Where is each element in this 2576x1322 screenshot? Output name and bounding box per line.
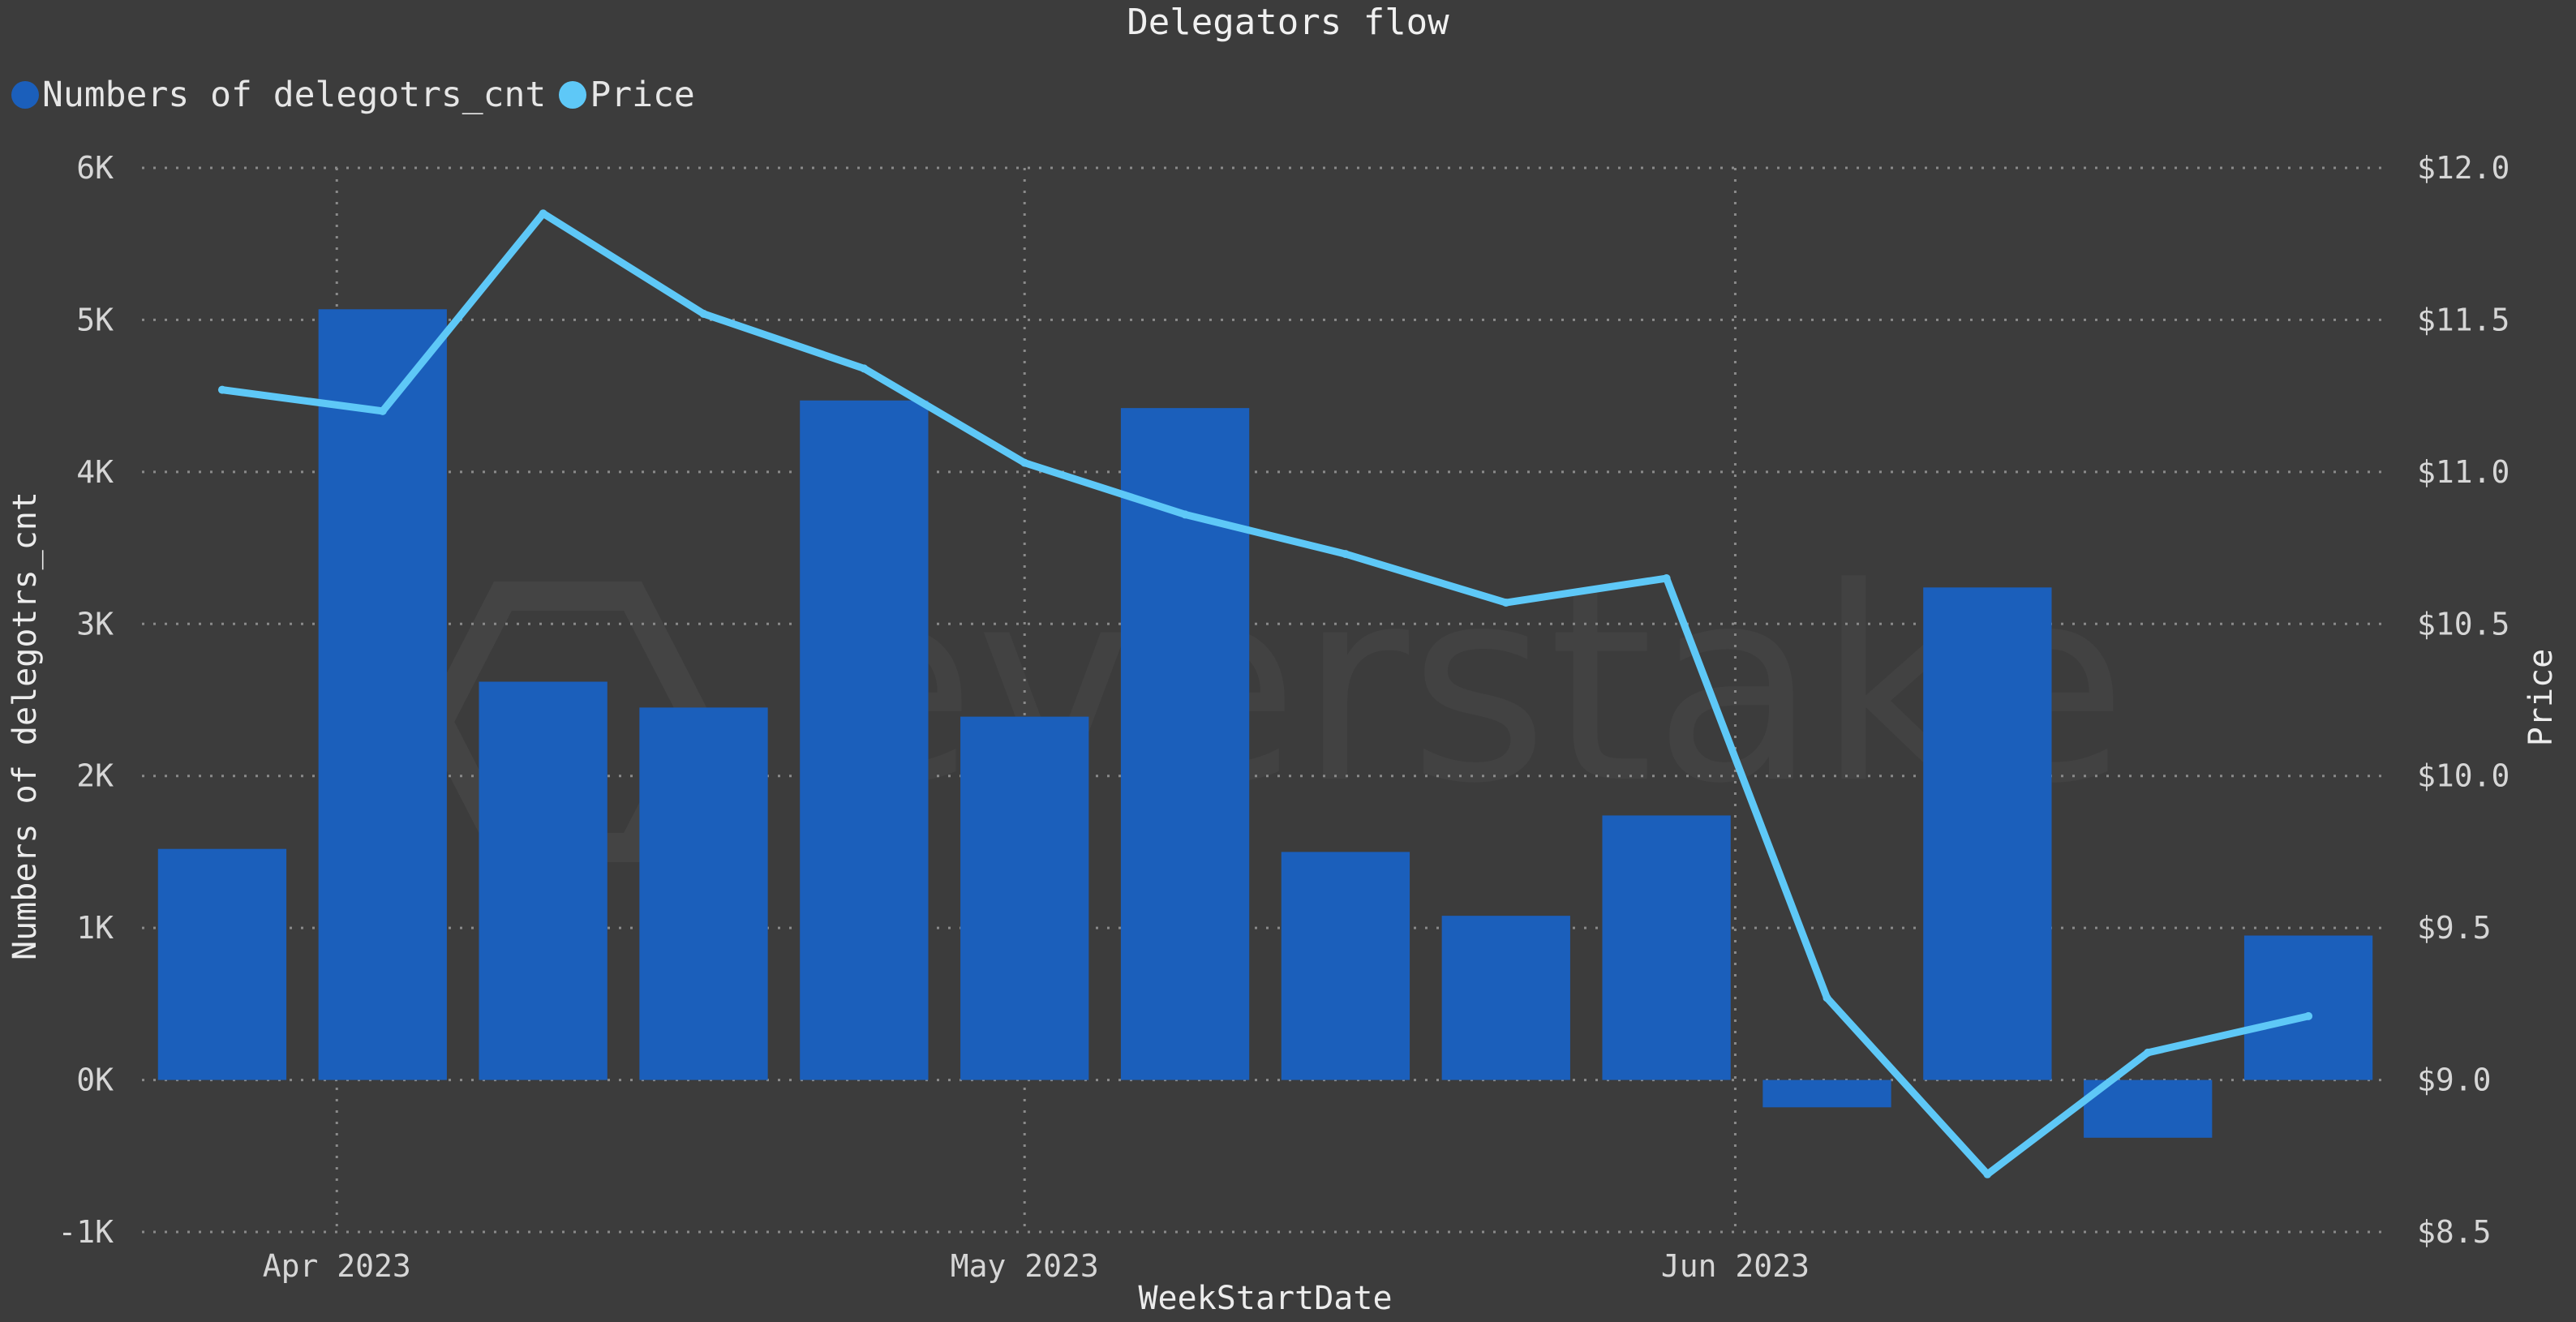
legend-swatch-delegators xyxy=(11,81,39,109)
price-point[interactable] xyxy=(1341,550,1350,559)
bar-series xyxy=(157,309,2373,1138)
x-tick-label: May 2023 xyxy=(951,1248,1099,1284)
y-left-tick-label: 2K xyxy=(76,758,114,794)
legend-swatch-price xyxy=(559,81,587,109)
price-point[interactable] xyxy=(1501,599,1510,607)
bar[interactable] xyxy=(157,848,287,1080)
legend: Numbers of delegotrs_cnt Price xyxy=(11,75,708,115)
bar[interactable] xyxy=(2243,935,2373,1080)
y-right-tick-label: $10.5 xyxy=(2417,606,2509,642)
bar[interactable] xyxy=(800,400,929,1080)
line-series xyxy=(217,209,2313,1178)
price-point[interactable] xyxy=(2304,1011,2313,1020)
y-right-tick-label: $9.0 xyxy=(2417,1062,2492,1098)
y-left-tick-label: 4K xyxy=(76,454,114,490)
price-point[interactable] xyxy=(1823,994,1831,1002)
price-point[interactable] xyxy=(217,385,226,394)
y-axis-left: -1K 0K 1K 2K 3K 4K 5K 6K xyxy=(58,150,114,1250)
bar[interactable] xyxy=(1441,916,1570,1080)
price-point[interactable] xyxy=(1020,458,1029,467)
price-point[interactable] xyxy=(699,309,708,318)
bar[interactable] xyxy=(639,707,768,1080)
bar[interactable] xyxy=(479,681,608,1080)
legend-label-price: Price xyxy=(590,75,695,115)
price-point[interactable] xyxy=(860,364,869,373)
price-point[interactable] xyxy=(1181,510,1190,519)
price-point[interactable] xyxy=(2144,1048,2153,1057)
price-point[interactable] xyxy=(378,406,387,415)
bar[interactable] xyxy=(1762,1079,1891,1108)
y-axis-right-title: Price xyxy=(2522,649,2560,746)
bar[interactable] xyxy=(1602,815,1731,1080)
y-right-tick-label: $11.0 xyxy=(2417,454,2509,490)
bar[interactable] xyxy=(960,716,1089,1080)
x-tick-label: Apr 2023 xyxy=(263,1248,411,1284)
price-point[interactable] xyxy=(1662,574,1671,583)
y-right-tick-label: $12.0 xyxy=(2417,150,2509,186)
legend-item-price[interactable]: Price xyxy=(559,75,695,115)
y-left-tick-label: 3K xyxy=(76,606,114,642)
y-left-tick-label: 5K xyxy=(76,302,114,337)
x-axis-title: WeekStartDate xyxy=(1138,1280,1392,1317)
y-left-tick-label: 1K xyxy=(76,910,114,946)
y-right-tick-label: $8.5 xyxy=(2417,1214,2492,1250)
x-axis: Apr 2023 May 2023 Jun 2023 xyxy=(263,1248,1810,1284)
y-right-tick-label: $9.5 xyxy=(2417,910,2492,946)
bar[interactable] xyxy=(1281,852,1410,1080)
y-axis-right: $8.5 $9.0 $9.5 $10.0 $10.5 $11.0 $11.5 $12.0 xyxy=(2417,150,2509,1250)
y-right-tick-label: $11.5 xyxy=(2417,302,2509,337)
legend-label-delegators: Numbers of delegotrs_cnt xyxy=(42,75,547,115)
y-left-tick-label: 6K xyxy=(76,150,114,186)
bar[interactable] xyxy=(1120,408,1250,1080)
price-point[interactable] xyxy=(539,209,547,218)
legend-item-delegators[interactable]: Numbers of delegotrs_cnt xyxy=(11,75,546,115)
chart-title: Delegators flow xyxy=(1127,2,1449,43)
y-left-tick-label: 0K xyxy=(76,1062,114,1098)
bar[interactable] xyxy=(318,309,447,1080)
y-axis-left-title: Numbers of delegotrs_cnt xyxy=(6,491,44,960)
x-tick-label: Jun 2023 xyxy=(1661,1248,1810,1284)
price-line[interactable] xyxy=(218,209,2312,1178)
bar[interactable] xyxy=(1923,587,2052,1080)
y-right-tick-label: $10.0 xyxy=(2417,758,2509,794)
y-left-tick-label: -1K xyxy=(58,1214,114,1250)
price-point[interactable] xyxy=(1983,1170,1992,1178)
